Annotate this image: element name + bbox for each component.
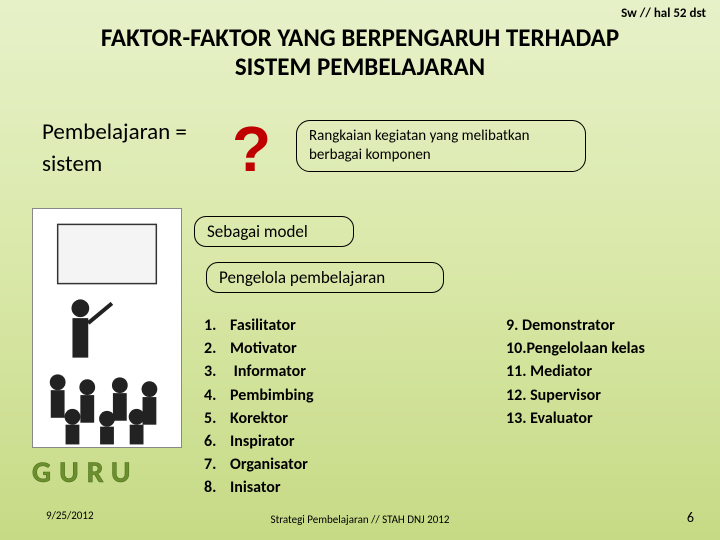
footer-center: Strategi Pembelajaran // STAH DNJ 2012: [0, 513, 720, 526]
manager-box: Pengelola pembelajaran: [206, 262, 444, 293]
list-item: 7.Organisator: [204, 453, 314, 476]
list-item: 4.Pembimbing: [204, 384, 314, 407]
footer-page-number: 6: [687, 509, 694, 526]
list-item: 13. Evaluator: [506, 407, 645, 430]
corner-note: Sw // hal 52 dst: [621, 6, 706, 21]
guru-label: GURU: [32, 454, 138, 491]
question-mark-icon: ?: [232, 112, 271, 186]
list-item: 8.Inisator: [204, 476, 314, 499]
roles-list-right: 9. Demonstrator 10.Pengelolaan kelas 11.…: [506, 314, 645, 430]
list-item: 11. Mediator: [506, 360, 645, 383]
model-box: Sebagai model: [194, 216, 354, 247]
slide: Sw // hal 52 dst FAKTOR-FAKTOR YANG BERP…: [0, 0, 720, 540]
definition-box: Rangkaian kegiatan yang melibatkan berba…: [296, 120, 586, 172]
list-item: 3. Informator: [204, 360, 314, 383]
list-item: 5.Korektor: [204, 407, 314, 430]
subtitle-line2: sistem: [42, 148, 187, 180]
list-item: 1.Fasilitator: [204, 314, 314, 337]
slide-title: FAKTOR-FAKTOR YANG BERPENGARUH TERHADAP …: [60, 24, 660, 82]
classroom-illustration: [32, 208, 182, 448]
subtitle: Pembelajaran = sistem: [42, 116, 187, 180]
roles-list-left: 1.Fasilitator 2.Motivator 3. Informator …: [204, 314, 314, 500]
list-item: 9. Demonstrator: [506, 314, 645, 337]
list-item: 2.Motivator: [204, 337, 314, 360]
subtitle-line1: Pembelajaran =: [42, 116, 187, 148]
list-item: 6.Inspirator: [204, 430, 314, 453]
list-item: 12. Supervisor: [506, 384, 645, 407]
list-item: 10.Pengelolaan kelas: [506, 337, 645, 360]
